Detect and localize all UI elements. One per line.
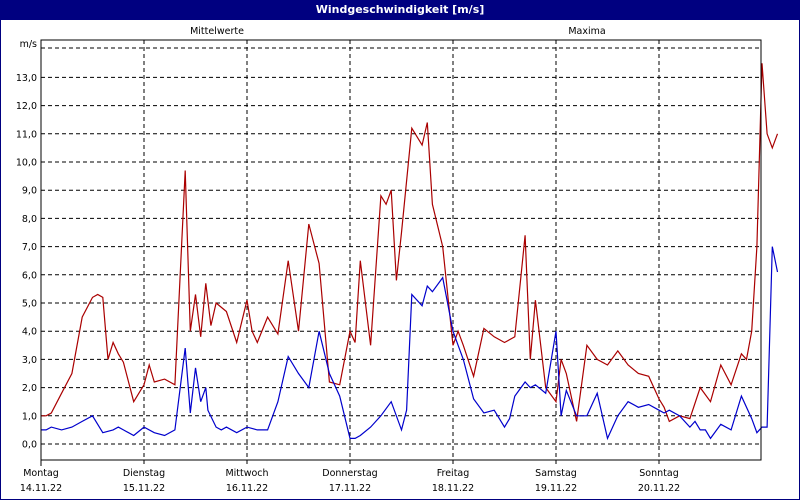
x-tick-day: Donnerstag [322, 468, 377, 479]
y-tick-label: 4,0 [22, 327, 37, 338]
y-tick-label: 5,0 [22, 299, 37, 310]
y-tick-label: 12,0 [16, 101, 37, 112]
x-tick-date: 14.11.22 [20, 483, 62, 494]
plot-frame [40, 39, 762, 461]
y-tick-label: 0,0 [22, 440, 37, 451]
y-tick-label: 8,0 [22, 214, 37, 225]
x-tick-day: Montag [23, 468, 59, 479]
x-tick-date: 17.11.22 [329, 483, 371, 494]
legend-mittelwerte: Mittelwerte [190, 26, 244, 37]
y-tick-label: 1,0 [22, 411, 37, 422]
x-axis-ticks: Montag 14.11.22 Dienstag 15.11.22 Mittwoch 16… [20, 468, 680, 494]
x-tick-date: 16.11.22 [226, 483, 268, 494]
wind-speed-chart: Mittelwerte Maxima m/s 0,0 1,0 2,0 3,0 4,0 5,… [16, 26, 779, 494]
y-axis-unit: m/s [20, 39, 37, 50]
x-tick-day: Sonntag [639, 468, 678, 479]
y-tick-label: 7,0 [22, 242, 37, 253]
x-tick-date: 15.11.22 [123, 483, 165, 494]
y-tick-label: 6,0 [22, 270, 37, 281]
y-tick-label: 13,0 [16, 73, 37, 84]
x-tick-date: 18.11.22 [432, 483, 474, 494]
x-tick-date: 20.11.22 [638, 483, 680, 494]
x-tick-day: Dienstag [123, 468, 165, 479]
y-tick-label: 2,0 [22, 383, 37, 394]
x-tick-date: 19.11.22 [535, 483, 577, 494]
y-tick-label: 11,0 [16, 129, 37, 140]
y-axis-ticks: 0,0 1,0 2,0 3,0 4,0 5,0 6,0 7,0 8,0 9,0 10,0 11,0 12… [16, 73, 37, 451]
y-tick-label: 10,0 [16, 158, 37, 169]
mittelwerte-line [41, 246, 779, 441]
grid-lines [40, 40, 761, 466]
legend-maxima: Maxima [568, 26, 605, 37]
x-tick-day: Mittwoch [225, 468, 268, 479]
chart-title-bar: Windgeschwindigkeit [m/s] [0, 0, 800, 19]
y-tick-label: 3,0 [22, 355, 37, 366]
y-tick-label: 9,0 [22, 186, 37, 197]
x-tick-day: Samstag [535, 468, 577, 479]
maxima-line [41, 63, 779, 423]
x-tick-day: Freitag [437, 468, 470, 479]
chart-panel: Mittelwerte Maxima m/s 0,0 1,0 2,0 3,0 4,0 5,… [1, 20, 799, 499]
